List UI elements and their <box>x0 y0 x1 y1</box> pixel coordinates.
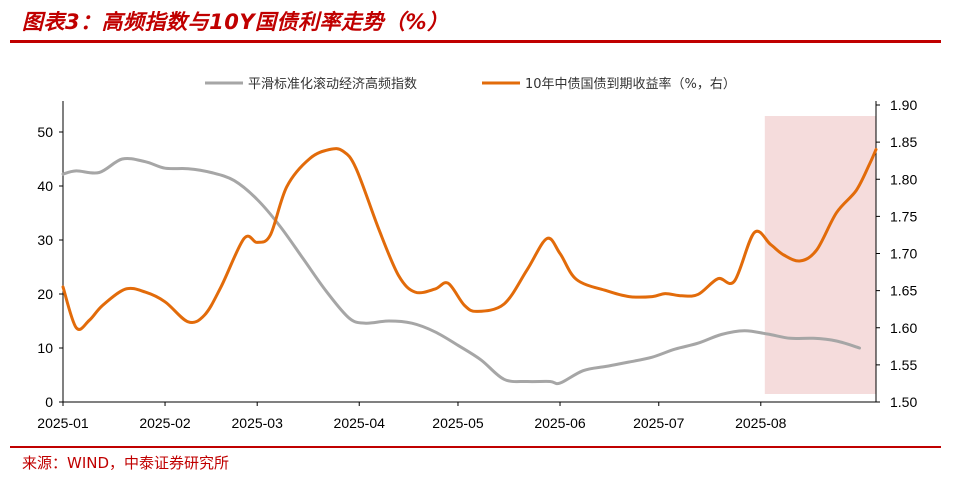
left-tick-label: 0 <box>45 394 53 410</box>
left-tick-label: 30 <box>37 232 53 248</box>
legend-label-gray: 平滑标准化滚动经济高频指数 <box>248 76 417 92</box>
x-tick-label: 2025-03 <box>232 415 284 431</box>
right-tick-label: 1.50 <box>890 394 917 410</box>
right-tick-label: 1.70 <box>890 246 917 262</box>
right-tick-label: 1.90 <box>890 97 917 113</box>
left-tick-label: 50 <box>37 124 53 140</box>
right-tick-label: 1.75 <box>890 208 917 224</box>
x-tick-label: 2025-02 <box>139 415 191 431</box>
left-tick-label: 10 <box>37 340 53 356</box>
footer-rule <box>10 446 941 448</box>
x-tick-label: 2025-04 <box>334 415 386 431</box>
right-tick-label: 1.60 <box>890 320 917 336</box>
x-tick-label: 2025-07 <box>633 415 685 431</box>
series-lines <box>61 147 878 386</box>
right-tick-label: 1.85 <box>890 134 917 150</box>
source-note: 来源：WIND，中泰证券研究所 <box>22 454 230 472</box>
legend: 平滑标准化滚动经济高频指数 10年中债国债到期收益率（%，右） <box>205 76 736 92</box>
x-tick-label: 2025-08 <box>735 415 787 431</box>
right-tick-label: 1.80 <box>890 171 917 187</box>
x-tick-label: 2025-06 <box>534 415 586 431</box>
left-tick-label: 40 <box>37 178 53 194</box>
right-tick-label: 1.55 <box>890 357 917 373</box>
x-tick-label: 2025-05 <box>432 415 484 431</box>
left-tick-label: 20 <box>37 286 53 302</box>
x-tick-label: 2025-01 <box>37 415 89 431</box>
series-line-10y-yield <box>61 147 878 331</box>
chart-title: 图表3：高频指数与10Y国债利率走势（%） <box>22 10 449 34</box>
title-rule <box>10 40 941 43</box>
legend-label-orange: 10年中债国债到期收益率（%，右） <box>525 76 736 92</box>
right-tick-label: 1.65 <box>890 283 917 299</box>
axes: 0 10 20 30 40 50 1.50 1.55 1.60 1.65 1.70 1.75 1.80 1… <box>37 97 917 431</box>
series-line-hf-index <box>61 156 861 386</box>
